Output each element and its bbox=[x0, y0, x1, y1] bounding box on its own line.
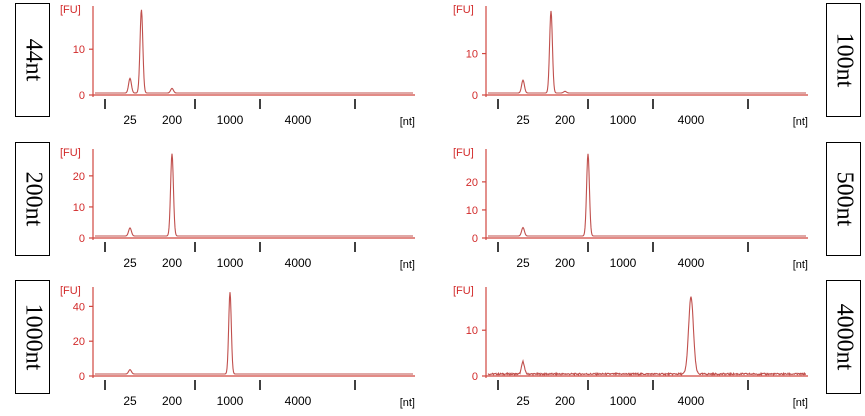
electropherogram-panel: [FU] 0 10 25 200 1000 4000 [nt] bbox=[55, 0, 415, 128]
sample-label-box: 1000nt bbox=[15, 280, 50, 394]
electropherogram-chart: [FU] 0 10 25 200 1000 4000 [nt] bbox=[453, 285, 808, 409]
y-tick-label: 0 bbox=[79, 90, 85, 102]
electropherogram-panel: [FU] 0 10 25 200 1000 4000 [nt] bbox=[448, 281, 808, 409]
y-tick-label: 20 bbox=[466, 177, 478, 189]
sample-label-box: 500nt bbox=[826, 142, 861, 256]
y-tick-label: 20 bbox=[73, 336, 85, 348]
x-tick-label: 4000 bbox=[285, 256, 312, 270]
peak-point bbox=[129, 369, 131, 371]
y-axis-label: [FU] bbox=[453, 147, 474, 159]
electropherogram-chart: [FU] 0 20 40 25 200 1000 4000 [nt] bbox=[60, 285, 415, 409]
x-tick-label: 25 bbox=[516, 394, 530, 408]
electropherogram-chart: [FU] 0 10 25 200 1000 4000 [nt] bbox=[453, 4, 808, 128]
peak-point bbox=[140, 9, 142, 11]
peak-point bbox=[129, 77, 131, 79]
sample-label: 500nt bbox=[831, 171, 857, 227]
x-tick-label: 1000 bbox=[610, 256, 637, 270]
trace-line bbox=[95, 292, 413, 375]
x-axis-label: [nt] bbox=[793, 397, 808, 409]
electropherogram-chart: [FU] 0 10 20 25 200 1000 4000 [nt] bbox=[60, 147, 415, 271]
y-axis-label: [FU] bbox=[453, 4, 474, 16]
electropherogram-panel: [FU] 0 10 20 25 200 1000 4000 [nt] bbox=[55, 143, 415, 271]
peak-point bbox=[690, 296, 692, 298]
y-tick-label: 20 bbox=[73, 171, 85, 183]
electropherogram-panel: [FU] 0 10 25 200 1000 4000 [nt] bbox=[448, 0, 808, 128]
x-tick-label: 4000 bbox=[678, 113, 705, 127]
x-tick-label: 4000 bbox=[678, 256, 705, 270]
peak-point bbox=[522, 361, 524, 363]
x-tick-label: 200 bbox=[162, 394, 182, 408]
y-tick-label: 10 bbox=[73, 202, 85, 214]
trace-line bbox=[488, 153, 806, 237]
x-tick-label: 1000 bbox=[217, 113, 244, 127]
peak-point bbox=[129, 227, 131, 229]
sample-label-box: 44nt bbox=[15, 3, 50, 117]
y-tick-label: 10 bbox=[466, 49, 478, 61]
x-axis-label: [nt] bbox=[793, 259, 808, 271]
x-tick-label: 4000 bbox=[285, 113, 312, 127]
trace-line bbox=[488, 10, 806, 94]
electropherogram-chart: [FU] 0 10 20 25 200 1000 4000 [nt] bbox=[453, 147, 808, 271]
y-tick-label: 10 bbox=[73, 44, 85, 56]
x-tick-label: 200 bbox=[555, 113, 575, 127]
x-tick-label: 1000 bbox=[217, 256, 244, 270]
y-tick-label: 0 bbox=[79, 371, 85, 383]
sample-label: 1000nt bbox=[20, 303, 46, 371]
y-axis-label: [FU] bbox=[60, 285, 81, 297]
trace-line bbox=[487, 296, 807, 377]
x-axis-label: [nt] bbox=[793, 116, 808, 128]
y-tick-label: 10 bbox=[466, 325, 478, 337]
x-tick-label: 200 bbox=[162, 256, 182, 270]
sample-label-box: 100nt bbox=[826, 3, 861, 117]
x-tick-label: 4000 bbox=[678, 394, 705, 408]
y-tick-label: 0 bbox=[79, 233, 85, 245]
electropherogram-panel: [FU] 0 10 20 25 200 1000 4000 [nt] bbox=[448, 143, 808, 271]
y-axis-label: [FU] bbox=[60, 4, 81, 16]
trace-line bbox=[95, 153, 413, 237]
x-tick-label: 4000 bbox=[285, 394, 312, 408]
electropherogram-panel: [FU] 0 20 40 25 200 1000 4000 [nt] bbox=[55, 281, 415, 409]
peak-point bbox=[171, 87, 173, 89]
x-tick-label: 1000 bbox=[610, 394, 637, 408]
sample-label: 100nt bbox=[831, 32, 857, 88]
x-tick-label: 1000 bbox=[217, 394, 244, 408]
sample-label: 200nt bbox=[20, 171, 46, 227]
sample-label: 4000nt bbox=[831, 303, 857, 371]
electropherogram-chart: [FU] 0 10 25 200 1000 4000 [nt] bbox=[60, 4, 415, 128]
peak-point bbox=[229, 291, 231, 293]
x-tick-label: 25 bbox=[123, 394, 137, 408]
peak-point bbox=[522, 227, 524, 229]
y-axis-label: [FU] bbox=[453, 285, 474, 297]
x-tick-label: 25 bbox=[123, 256, 137, 270]
y-tick-label: 0 bbox=[472, 371, 478, 383]
x-axis-label: [nt] bbox=[400, 397, 415, 409]
peak-point bbox=[171, 153, 173, 155]
x-tick-label: 25 bbox=[516, 256, 530, 270]
x-axis-label: [nt] bbox=[400, 259, 415, 271]
y-tick-label: 40 bbox=[73, 301, 85, 313]
x-tick-label: 200 bbox=[555, 394, 575, 408]
sample-label: 44nt bbox=[20, 38, 46, 82]
sample-label-box: 200nt bbox=[15, 142, 50, 256]
sample-label-box: 4000nt bbox=[826, 280, 861, 394]
peak-point bbox=[550, 10, 552, 12]
y-tick-label: 0 bbox=[472, 90, 478, 102]
x-tick-label: 1000 bbox=[610, 113, 637, 127]
x-tick-label: 25 bbox=[123, 113, 137, 127]
peak-point bbox=[587, 153, 589, 155]
y-axis-label: [FU] bbox=[60, 147, 81, 159]
x-tick-label: 25 bbox=[516, 113, 530, 127]
y-tick-label: 10 bbox=[466, 205, 478, 217]
x-axis-label: [nt] bbox=[400, 116, 415, 128]
peak-point bbox=[564, 90, 566, 92]
peak-point bbox=[522, 79, 524, 81]
x-tick-label: 200 bbox=[555, 256, 575, 270]
x-tick-label: 200 bbox=[162, 113, 182, 127]
trace-line bbox=[95, 9, 413, 94]
y-tick-label: 0 bbox=[472, 233, 478, 245]
